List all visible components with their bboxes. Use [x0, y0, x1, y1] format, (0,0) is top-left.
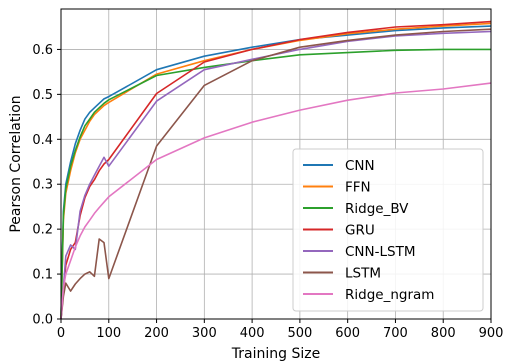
x-tick-label: 200	[144, 326, 169, 341]
legend-label-cnn: CNN	[345, 158, 375, 174]
series-line-cnn	[60, 25, 492, 320]
y-tick-label: 0.4	[32, 133, 53, 148]
axis-ticks: 0 100 200 300 400 500 600 700 800 900 0.0 0.1 0.2 0.3…	[32, 43, 503, 341]
legend-label-cnn-lstm: CNN-LSTM	[345, 244, 415, 260]
x-tick-label: 300	[192, 326, 217, 341]
legend-label-gru: GRU	[345, 223, 375, 239]
x-tick-label: 100	[96, 326, 121, 341]
series-line-lstm	[60, 28, 492, 320]
x-tick-label: 800	[431, 326, 456, 341]
legend-box	[292, 148, 484, 312]
x-tick-label: 400	[240, 326, 265, 341]
y-tick-label: 0.2	[32, 223, 53, 238]
series-line-ridge-bv	[60, 48, 491, 320]
x-tick-label: 600	[335, 326, 360, 341]
legend: CNN FFN Ridge_BV GRU CNN-LSTM LSTM Ridge_ngram	[292, 148, 484, 312]
plot-frame	[60, 8, 492, 320]
series-line-ffn	[60, 22, 492, 320]
series-line-gru	[60, 20, 492, 320]
y-tick-label: 0.5	[32, 88, 53, 103]
y-tick-label: 0.3	[32, 178, 53, 193]
legend-label-lstm: LSTM	[345, 266, 381, 282]
x-tick-label: 700	[383, 326, 408, 341]
y-tick-label: 0.0	[32, 313, 53, 328]
legend-label-ridge-bv: Ridge_BV	[345, 201, 409, 217]
series-lines	[60, 20, 492, 320]
legend-label-ridge-ngram: Ridge_ngram	[345, 287, 434, 303]
x-tick-label: 900	[479, 326, 504, 341]
x-tick-label: 0	[57, 326, 65, 341]
y-axis-label: Pearson Correlation	[8, 95, 24, 232]
x-tick-label: 500	[287, 326, 312, 341]
series-line-ridge-ngram	[60, 82, 492, 320]
y-tick-label: 0.1	[32, 268, 53, 283]
x-axis-label: Training Size	[231, 346, 320, 361]
y-tick-label: 0.6	[32, 43, 53, 58]
legend-label-ffn: FFN	[345, 180, 371, 196]
